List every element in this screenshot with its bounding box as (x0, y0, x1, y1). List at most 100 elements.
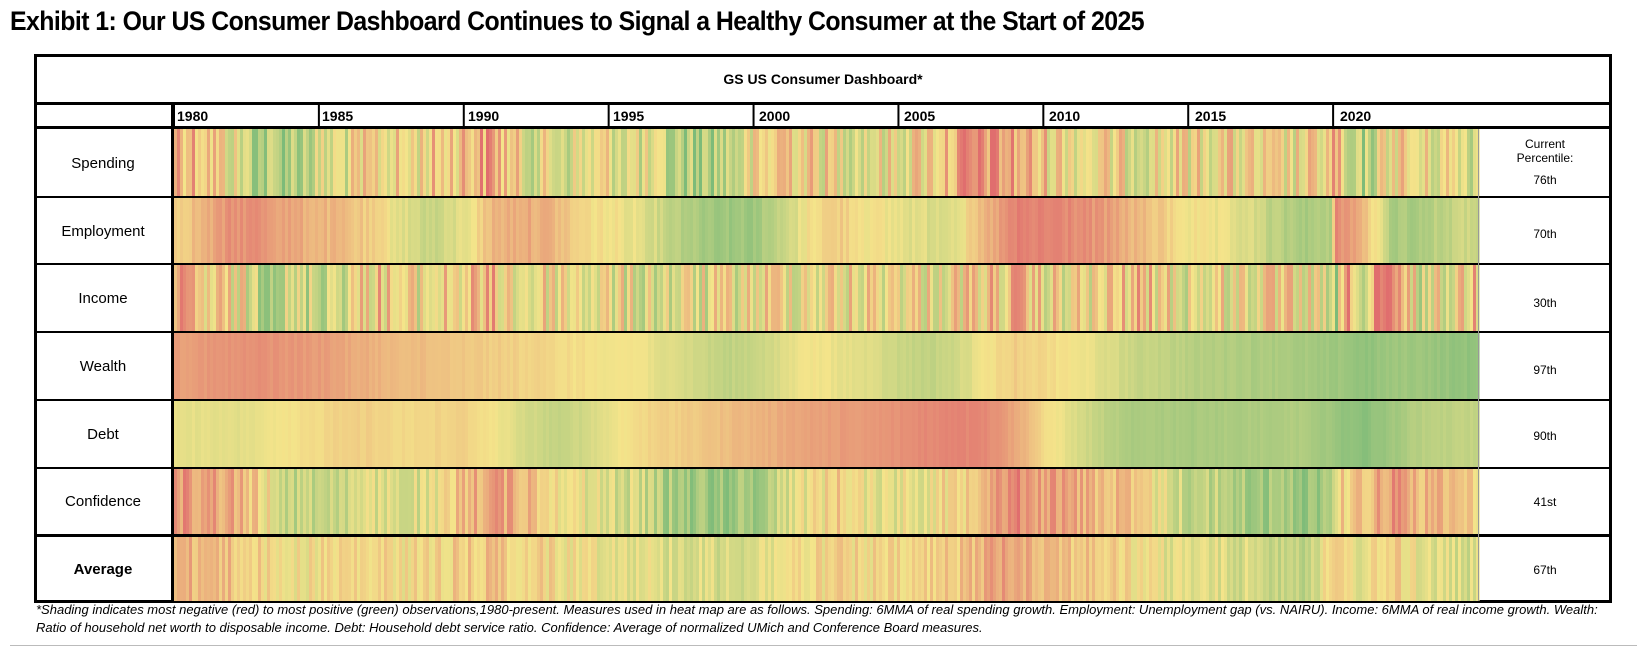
heatmap-cell (966, 129, 970, 196)
heatmap-cell (726, 129, 730, 196)
heatmap-cell (1140, 333, 1144, 399)
heatmap-cell (684, 401, 688, 467)
heatmap-cell (1209, 265, 1213, 331)
heatmap-cell (1017, 401, 1021, 467)
heatmap-cell (1239, 469, 1243, 534)
heatmap-cell (1137, 469, 1141, 534)
heatmap-cell (450, 265, 454, 331)
heatmap-cell (705, 129, 709, 196)
heatmap-cell (924, 401, 928, 467)
heatmap-cell (312, 198, 316, 263)
heatmap-cell (546, 537, 550, 601)
heatmap-cell (1329, 537, 1333, 601)
heatmap-cell (1374, 401, 1378, 467)
heatmap-cell (1269, 401, 1273, 467)
heatmap-cell (300, 401, 304, 467)
heatmap-cell (507, 469, 511, 534)
heatmap-cell (1389, 469, 1393, 534)
heatmap-cell (327, 129, 331, 196)
heatmap-cell (390, 333, 394, 399)
heatmap-cell (816, 537, 820, 601)
heatmap-cell (627, 129, 631, 196)
heatmap-cell (666, 129, 670, 196)
heatmap-cell (414, 469, 418, 534)
heatmap-cell (1305, 401, 1309, 467)
heatmap-cell (186, 129, 190, 196)
heatmap-cell (936, 198, 940, 263)
heatmap-cell (1326, 198, 1330, 263)
heatmap-cell (1308, 129, 1312, 196)
heatmap-cell (516, 129, 520, 196)
heatmap-cell (591, 401, 595, 467)
heatmap-cell (288, 537, 292, 601)
heatmap-cell (504, 129, 508, 196)
heatmap-cell (1185, 469, 1189, 534)
heatmap-cell (351, 198, 355, 263)
heatmap-cell (813, 265, 817, 331)
heatmap-cell (312, 401, 316, 467)
heatmap-cell (1086, 537, 1090, 601)
percentile-value-employment: 70th (1533, 227, 1557, 241)
heatmap-cell (444, 129, 448, 196)
heatmap-cell (1260, 401, 1264, 467)
heatmap-cell (900, 129, 904, 196)
heatmap-cell (306, 401, 310, 467)
heatmap-cell (1092, 333, 1096, 399)
heatmap-cell (750, 198, 754, 263)
heatmap-cell (537, 333, 541, 399)
heatmap-cell (537, 469, 541, 534)
heatmap-cell (1128, 265, 1132, 331)
heatmap-cell (843, 265, 847, 331)
heatmap-cell (1356, 469, 1360, 534)
heatmap-cell (417, 401, 421, 467)
heatmap-cell (192, 265, 196, 331)
heatmap-cell (990, 537, 994, 601)
heatmap-cell (1353, 265, 1357, 331)
heatmap-cell (1308, 537, 1312, 601)
heatmap-cell (1125, 333, 1129, 399)
heatmap-cell (768, 537, 772, 601)
heatmap-cell (1089, 469, 1093, 534)
heatmap-cell (525, 129, 529, 196)
heatmap-cell (978, 129, 982, 196)
heatmap-cell (438, 537, 442, 601)
heatmap-cell (951, 333, 955, 399)
heatmap-cell (300, 333, 304, 399)
heatmap-cell (309, 129, 313, 196)
year-tick-mark (462, 104, 465, 128)
heatmap-cell (660, 129, 664, 196)
heatmap-cell (888, 401, 892, 467)
heatmap-cell (1182, 537, 1186, 601)
heatmap-cell (183, 198, 187, 263)
heatmap-cell (1299, 537, 1303, 601)
heatmap-cell (624, 469, 628, 534)
heatmap-cell (1128, 537, 1132, 601)
heatmap-cell (1152, 333, 1156, 399)
heatmap-cell (522, 198, 526, 263)
heatmap-cell (585, 265, 589, 331)
heatmap-cell (1293, 265, 1297, 331)
heatmap-cell (528, 469, 532, 534)
heatmap-cell (597, 265, 601, 331)
heatmap-cell (933, 401, 937, 467)
heatmap-cell (333, 129, 337, 196)
heatmap-cell (858, 469, 862, 534)
heatmap-cell (687, 469, 691, 534)
heatmap-cell (456, 469, 460, 534)
heatmap-cell (756, 198, 760, 263)
heatmap-cell (903, 198, 907, 263)
heatmap-cell (1299, 401, 1303, 467)
heatmap-cell (1299, 333, 1303, 399)
heatmap-cell (612, 401, 616, 467)
heatmap-cell (1425, 537, 1429, 601)
heatmap-cell (1248, 129, 1252, 196)
heatmap-cell (1248, 198, 1252, 263)
heatmap-cell (738, 469, 742, 534)
heatmap-cell (534, 537, 538, 601)
heatmap-cell (1443, 198, 1447, 263)
heatmap-cell (660, 537, 664, 601)
heatmap-cell (1035, 333, 1039, 399)
heatmap-cell (828, 537, 832, 601)
heatmap-cell (423, 333, 427, 399)
heatmap-cell (975, 333, 979, 399)
